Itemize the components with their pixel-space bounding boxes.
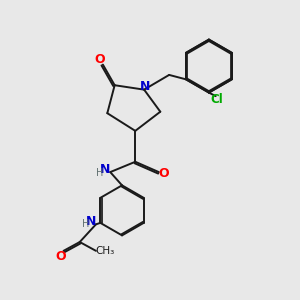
Text: H: H [96, 168, 103, 178]
Text: O: O [159, 167, 170, 180]
Text: CH₃: CH₃ [96, 246, 115, 256]
Text: O: O [94, 53, 105, 66]
Text: N: N [86, 215, 96, 228]
Text: H: H [82, 219, 89, 229]
Text: N: N [140, 80, 151, 93]
Text: N: N [100, 163, 110, 176]
Text: Cl: Cl [211, 93, 224, 106]
Text: O: O [55, 250, 66, 262]
